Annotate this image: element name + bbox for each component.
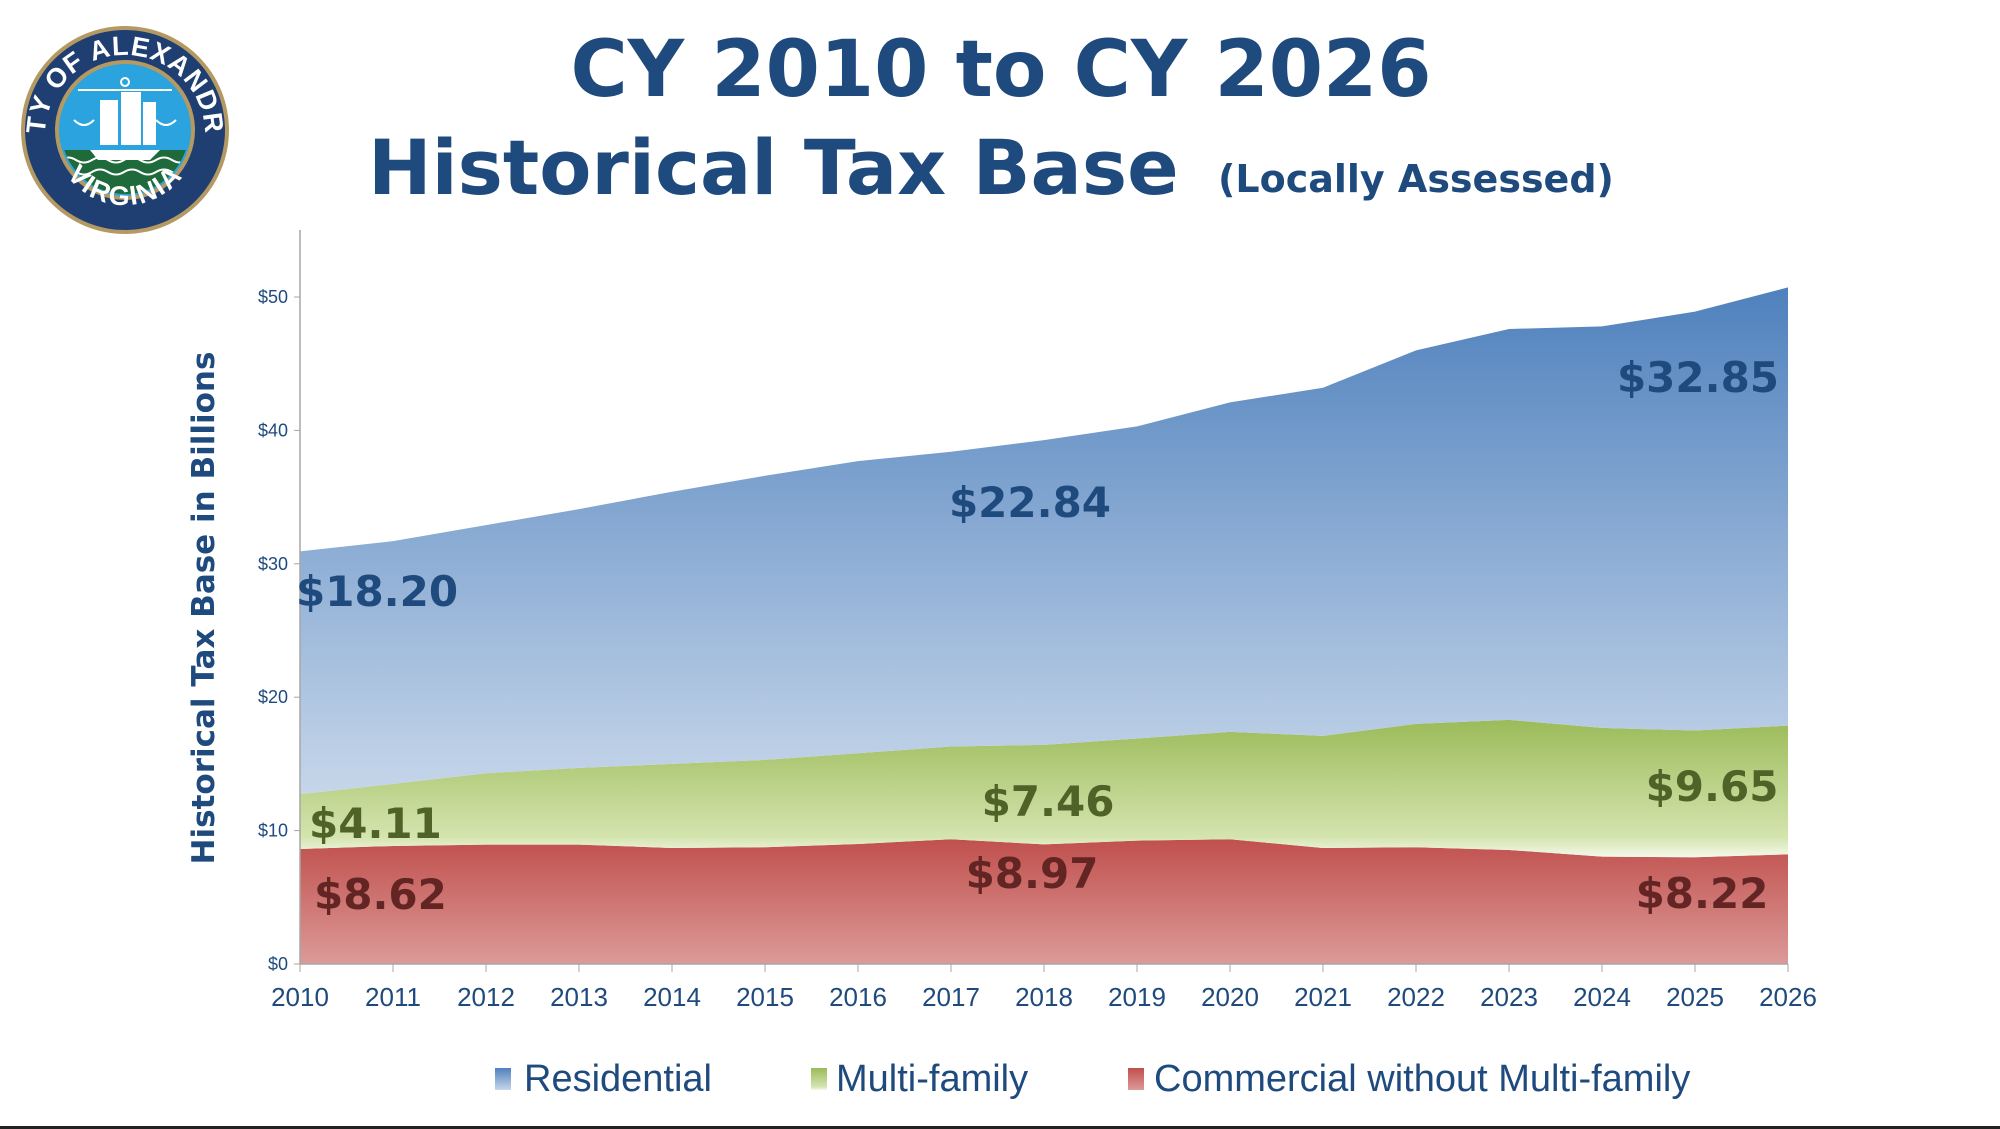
y-axis-label: Historical Tax Base in Billions <box>186 352 222 865</box>
x-tick-label: 2026 <box>1759 982 1817 1012</box>
x-tick-label: 2020 <box>1201 982 1259 1012</box>
title-note: (Locally Assessed) <box>1218 157 1614 201</box>
y-tick-label: $20 <box>258 687 288 707</box>
city-seal-logo: CITY OF ALEXANDRIA VIRGINIA <box>0 0 229 234</box>
x-tick-label: 2024 <box>1573 982 1631 1012</box>
data-label-residential-2018: $22.84 <box>949 478 1111 527</box>
data-label-multi-family-2010: $4.11 <box>309 799 442 848</box>
data-labels: $18.20 $22.84 $32.85 $4.11 $7.46 $9.65 $8.62 $8… <box>296 353 1779 919</box>
title-line-2: Historical Tax Base <box>368 123 1179 212</box>
x-tick-label: 2022 <box>1387 982 1445 1012</box>
y-tick-label: $40 <box>258 420 288 440</box>
data-label-commercial-without-multi-family-2026: $8.22 <box>1636 869 1769 918</box>
title-line-1: CY 2010 to CY 2026 <box>570 25 1431 115</box>
area-commercial-without-multi-family <box>300 839 1788 964</box>
x-tick-label: 2013 <box>550 982 608 1012</box>
x-tick-label: 2023 <box>1480 982 1538 1012</box>
area-residential <box>300 287 1788 795</box>
x-tick-label: 2010 <box>271 982 329 1012</box>
legend-label-residential: Residential <box>524 1058 712 1100</box>
x-tick-label: 2019 <box>1108 982 1166 1012</box>
data-label-residential-2010: $18.20 <box>296 567 458 616</box>
x-tick-label: 2014 <box>643 982 701 1012</box>
legend-label-commercial-without-multi-family: Commercial without Multi-family <box>1154 1058 1690 1100</box>
x-tick-label: 2016 <box>829 982 887 1012</box>
legend-swatch-multi-family <box>811 1068 827 1090</box>
x-tick-label: 2018 <box>1015 982 1073 1012</box>
data-label-multi-family-2026: $9.65 <box>1646 762 1779 811</box>
bottom-rule <box>0 1126 2000 1129</box>
area-multi-family <box>300 719 1788 858</box>
x-tick-label: 2015 <box>736 982 794 1012</box>
area-layers <box>300 287 1788 964</box>
legend-swatch-residential <box>495 1068 511 1090</box>
x-tick-label: 2021 <box>1294 982 1352 1012</box>
x-tick-label: 2025 <box>1666 982 1724 1012</box>
data-label-multi-family-2018: $7.46 <box>982 777 1115 826</box>
axes: $0 $10 $20 $30 $40 $50 2010 2011 2012 2013 2014 201… <box>258 230 1817 1012</box>
y-tick-label: $30 <box>258 554 288 574</box>
legend-label-multi-family: Multi-family <box>836 1058 1028 1100</box>
y-tick-label: $10 <box>258 821 288 841</box>
x-tick-label: 2011 <box>365 982 421 1012</box>
legend: Residential Multi-family Commercial withou… <box>495 1058 1690 1100</box>
x-tick-label: 2012 <box>457 982 515 1012</box>
y-tick-label: $0 <box>268 954 288 974</box>
data-label-commercial-without-multi-family-2010: $8.62 <box>314 870 447 919</box>
y-tick-label: $50 <box>258 287 288 307</box>
legend-swatch-commercial-without-multi-family <box>1128 1068 1144 1090</box>
data-label-residential-2026: $32.85 <box>1617 353 1779 402</box>
x-tick-label: 2017 <box>922 982 980 1012</box>
data-label-commercial-without-multi-family-2018: $8.97 <box>966 849 1099 898</box>
